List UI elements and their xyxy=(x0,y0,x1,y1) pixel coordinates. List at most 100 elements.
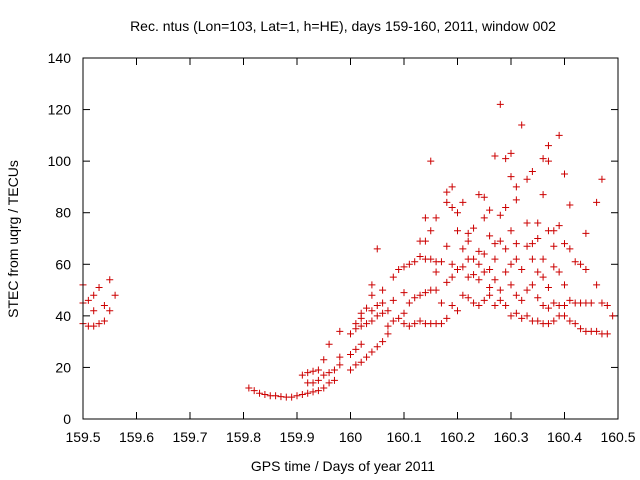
data-point xyxy=(100,302,108,310)
data-point xyxy=(411,294,419,302)
data-point xyxy=(561,170,568,178)
y-tick-label: 20 xyxy=(55,359,71,375)
data-point xyxy=(454,307,461,315)
data-point xyxy=(347,366,354,374)
y-tick-label: 140 xyxy=(48,50,72,66)
axis-tick-labels: 159.5 159.6 159.7 159.8 159.9 160 160.1 160.2 16… xyxy=(48,50,636,445)
data-point xyxy=(518,314,526,322)
data-point xyxy=(512,255,520,263)
y-tick-label: 60 xyxy=(55,256,71,272)
x-tick-label: 159.8 xyxy=(226,429,261,445)
data-point xyxy=(448,204,456,212)
data-point xyxy=(379,309,387,317)
data-point xyxy=(336,353,344,361)
data-point xyxy=(480,250,488,258)
data-point xyxy=(523,286,531,294)
data-point xyxy=(347,351,354,359)
data-point xyxy=(555,268,563,276)
data-point xyxy=(480,214,488,222)
data-point xyxy=(491,240,499,248)
data-point xyxy=(106,307,114,315)
data-point xyxy=(555,222,563,230)
data-point xyxy=(491,302,499,310)
data-point xyxy=(528,255,536,263)
data-point xyxy=(470,271,478,279)
data-point xyxy=(421,214,429,222)
data-point xyxy=(448,302,456,310)
data-point xyxy=(379,286,387,294)
data-point xyxy=(309,388,317,396)
data-point xyxy=(480,193,488,201)
data-point xyxy=(304,369,312,377)
y-tick-label: 40 xyxy=(55,308,71,324)
data-point xyxy=(389,317,397,325)
data-point xyxy=(106,276,114,284)
data-point xyxy=(384,307,392,315)
data-point xyxy=(496,296,504,304)
data-point xyxy=(561,312,568,320)
data-point xyxy=(427,157,435,165)
x-tick-label: 160.5 xyxy=(600,429,635,445)
data-point xyxy=(470,255,478,263)
data-point xyxy=(373,302,381,310)
data-point xyxy=(314,366,322,374)
data-point xyxy=(395,265,403,273)
data-point xyxy=(411,320,419,328)
data-point xyxy=(368,348,376,356)
data-point xyxy=(368,281,376,289)
x-tick-label: 159.6 xyxy=(119,429,154,445)
data-point xyxy=(293,392,301,400)
data-point xyxy=(550,227,558,235)
x-tick-label: 160.1 xyxy=(386,429,421,445)
data-point xyxy=(272,392,280,400)
data-point xyxy=(571,320,579,328)
data-point xyxy=(555,131,563,139)
data-point xyxy=(539,191,547,199)
data-point xyxy=(480,268,488,276)
data-point xyxy=(528,281,536,289)
data-point xyxy=(534,317,542,325)
data-point xyxy=(486,291,494,299)
data-point xyxy=(432,286,440,294)
data-point xyxy=(507,312,515,320)
data-point xyxy=(496,100,504,108)
data-point xyxy=(437,258,445,266)
data-point xyxy=(443,242,451,250)
data-point xyxy=(523,312,531,320)
data-point xyxy=(486,232,494,240)
data-point xyxy=(325,340,333,348)
data-point xyxy=(352,345,360,353)
data-point xyxy=(603,302,611,310)
data-point xyxy=(496,237,504,245)
data-point xyxy=(523,242,531,250)
data-point xyxy=(550,299,558,307)
data-point xyxy=(566,245,574,253)
data-point xyxy=(416,291,424,299)
data-point xyxy=(314,376,322,384)
data-point xyxy=(480,296,488,304)
data-point xyxy=(84,296,92,304)
data-point xyxy=(379,299,387,307)
data-point xyxy=(288,393,296,401)
data-point xyxy=(427,227,435,235)
data-point xyxy=(475,302,483,310)
data-point xyxy=(464,294,472,302)
data-point xyxy=(309,379,317,387)
y-tick-label: 100 xyxy=(48,153,72,169)
data-point xyxy=(459,263,467,271)
data-point xyxy=(491,152,499,160)
data-point xyxy=(352,320,360,328)
data-point xyxy=(486,283,494,291)
data-point xyxy=(528,167,536,175)
data-point xyxy=(454,209,461,217)
data-point xyxy=(470,224,478,232)
data-point xyxy=(577,325,585,333)
data-point xyxy=(320,356,328,364)
data-point xyxy=(544,320,552,328)
data-point xyxy=(379,338,387,346)
data-point xyxy=(277,393,285,401)
data-point xyxy=(448,260,456,268)
data-point xyxy=(512,309,520,317)
data-point xyxy=(448,183,456,191)
